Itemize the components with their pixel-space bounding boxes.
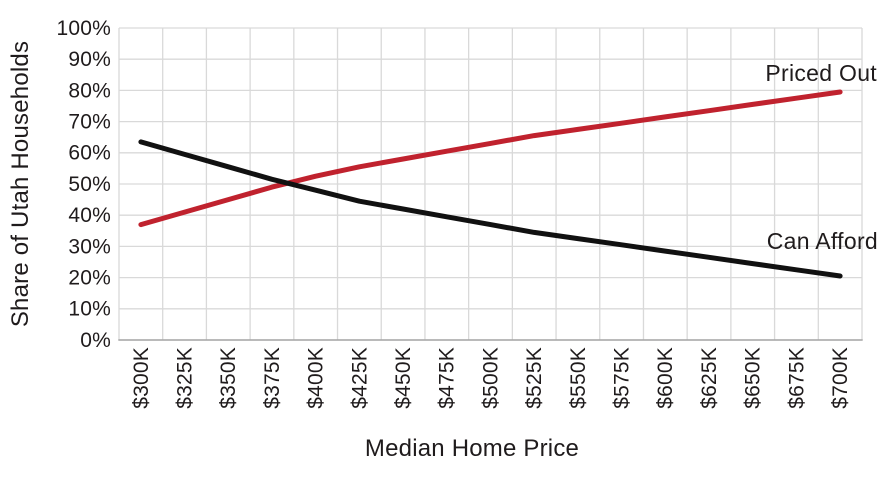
x-tick-label: $425K	[348, 347, 371, 409]
y-tick-label: 40%	[68, 204, 111, 227]
x-tick-label: $650K	[742, 347, 765, 409]
plot-series-lines	[138, 89, 843, 279]
series-line-priced-out	[138, 89, 843, 228]
y-tick-label: 100%	[56, 17, 111, 40]
y-tick-label: 80%	[68, 79, 111, 102]
x-tick: $675K	[785, 347, 808, 409]
x-tick: $575K	[611, 347, 634, 409]
y-tick-label: 0%	[80, 329, 111, 352]
x-tick-label: $700K	[829, 347, 852, 409]
x-tick: $500K	[479, 347, 502, 409]
x-tick-label: $625K	[698, 347, 721, 409]
series-label-priced-out: Priced Out	[765, 60, 877, 86]
y-tick-label: 70%	[68, 111, 111, 134]
x-tick: $300K	[130, 347, 153, 409]
x-tick: $525K	[523, 347, 546, 409]
x-tick-label: $500K	[479, 347, 502, 409]
y-tick-label: 20%	[68, 267, 111, 290]
x-tick-label: $400K	[305, 347, 328, 409]
x-axis-title: Median Home Price	[365, 435, 579, 462]
x-tick-label: $350K	[217, 347, 240, 409]
y-tick-label: 90%	[68, 48, 111, 71]
x-tick-label: $675K	[785, 347, 808, 409]
x-tick-label: $475K	[436, 347, 459, 409]
y-axis-title-group: Share of Utah Households	[7, 41, 34, 327]
gridlines	[118, 27, 863, 341]
x-tick-label: $575K	[611, 347, 634, 409]
x-tick: $650K	[742, 347, 765, 409]
x-tick: $475K	[436, 347, 459, 409]
x-tick: $350K	[217, 347, 240, 409]
x-tick-label: $325K	[174, 347, 197, 409]
x-tick: $600K	[654, 347, 677, 409]
y-axis-tick-labels: 100% 90% 80% 70% 60% 50% 40% 30% 20% 10% 0%	[56, 17, 111, 352]
x-tick: $550K	[567, 347, 590, 409]
x-tick-label: $375K	[261, 347, 284, 409]
x-tick-label: $450K	[392, 347, 415, 409]
x-tick: $625K	[698, 347, 721, 409]
x-tick: $400K	[305, 347, 328, 409]
x-tick: $375K	[261, 347, 284, 409]
y-tick-label: 30%	[68, 235, 111, 258]
x-tick: $450K	[392, 347, 415, 409]
y-tick-label: 50%	[68, 173, 111, 196]
y-axis-title: Share of Utah Households	[7, 41, 34, 327]
y-tick-label: 60%	[68, 142, 111, 165]
x-tick-label: $525K	[523, 347, 546, 409]
x-tick: $325K	[174, 347, 197, 409]
x-axis-tick-labels: $300K $325K $350K $375K $400K $425K $450K $475K…	[130, 347, 852, 409]
x-tick: $700K	[829, 347, 852, 409]
series-label-can-afford: Can Afford	[767, 228, 878, 254]
x-tick-label: $550K	[567, 347, 590, 409]
x-tick-label: $300K	[130, 347, 153, 409]
series-line-can-afford	[138, 139, 843, 279]
y-tick-label: 10%	[68, 298, 111, 321]
x-tick-label: $600K	[654, 347, 677, 409]
x-tick: $425K	[348, 347, 371, 409]
